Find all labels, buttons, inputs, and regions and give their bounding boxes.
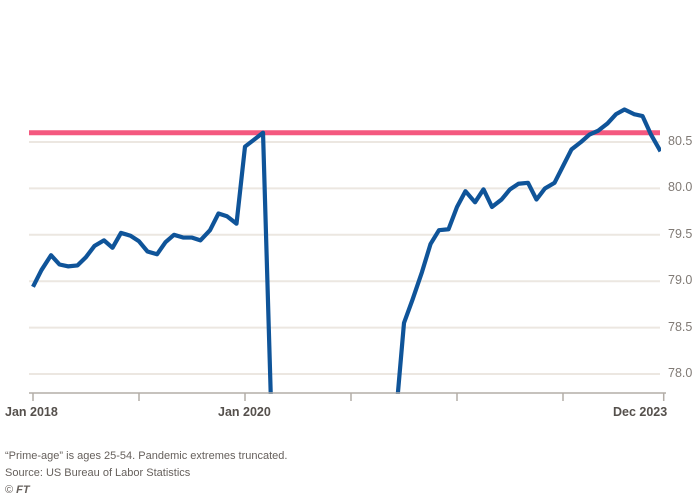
ft-credit: © FT [5, 482, 287, 499]
chart-footnotes: “Prime-age” is ages 25-54. Pandemic extr… [5, 448, 287, 499]
footnote-definition: “Prime-age” is ages 25-54. Pandemic extr… [5, 450, 288, 462]
x-axis-label-jan-2020: Jan 2020 [218, 405, 271, 419]
ft-credit-label: FT [16, 484, 30, 496]
plot-top-mask [0, 0, 700, 106]
x-axis-label-dec-2023: Dec 2023 [613, 405, 668, 419]
plot-right-mask [661, 0, 700, 500]
copyright-icon: © [5, 484, 14, 496]
y-axis-label-80.0: 80.0 [668, 180, 693, 195]
y-axis-label-79.0: 79.0 [668, 273, 693, 288]
y-axis-label-78.5: 78.5 [668, 319, 693, 334]
plot-bottom-mask [0, 394, 700, 500]
y-axis-label-78.0: 78.0 [668, 366, 693, 380]
x-axis-label-jan-2018: Jan 2018 [5, 405, 58, 419]
y-axis-label-80.5: 80.5 [668, 134, 693, 148]
actual-line-segment-1 [393, 107, 663, 421]
y-axis-label-79.5: 79.5 [668, 226, 693, 241]
footnote-source: Source: US Bureau of Labor Statistics [5, 467, 191, 479]
actual-line-segment-0 [31, 130, 274, 421]
